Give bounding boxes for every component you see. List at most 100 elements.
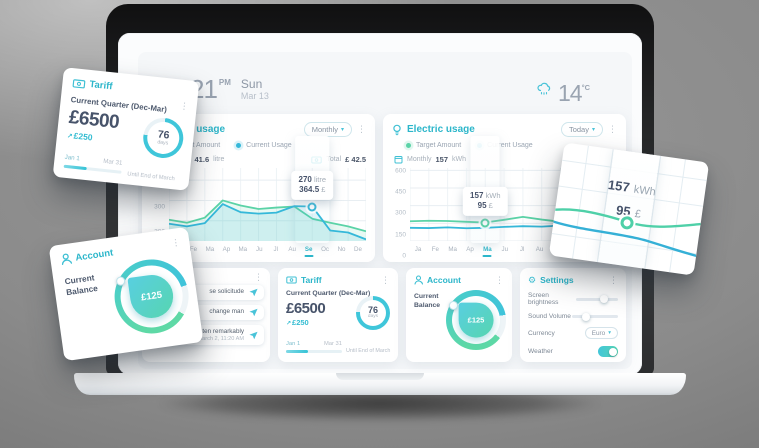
tariff-footnote: Until End of March: [346, 348, 391, 355]
legend-target: Target Amount: [175, 142, 221, 149]
electric-menu-button[interactable]: ⋮: [608, 124, 617, 134]
water-monthly-unit: litre: [213, 156, 225, 163]
send-arrow-icon: [249, 331, 258, 340]
month-label[interactable]: Jl: [273, 246, 278, 253]
lightbulb-icon: [392, 124, 402, 136]
electric-tooltip: 157 kWh 95 £: [463, 186, 508, 216]
month-label[interactable]: Ja: [414, 246, 422, 253]
floating-tariff-card: Tariff ⋮ Current Quarter (Dec-Mar) £6500…: [52, 67, 200, 191]
water-card-title: Water usage: [166, 124, 226, 135]
month-label[interactable]: No: [337, 246, 346, 253]
month-label[interactable]: Au: [288, 246, 296, 253]
water-drop-badge: £125: [458, 302, 494, 338]
brightness-slider[interactable]: [576, 295, 618, 303]
currency-select[interactable]: Euro ▾: [584, 327, 618, 339]
calendar-icon: [394, 155, 403, 164]
message-time: March 2, 11:20 AM: [197, 336, 244, 343]
y-tick-label: 600: [395, 167, 406, 175]
month-label[interactable]: Ma: [448, 246, 458, 253]
month-label[interactable]: Ju: [501, 246, 509, 253]
electric-y-axis: 600 450 300 150 0: [392, 167, 410, 259]
electric-data-marker[interactable]: [480, 218, 490, 227]
volume-slider[interactable]: [572, 312, 618, 321]
electric-monthly-label: Monthly: [407, 156, 432, 163]
y-tick-label: 300: [395, 209, 406, 217]
electric-card-title: Electric usage: [407, 124, 475, 135]
chevron-down-icon: ▾: [608, 330, 611, 336]
tariff-delta: ↗£250: [286, 318, 309, 327]
zoom-chart-lines: [553, 208, 701, 257]
month-label[interactable]: Fe: [189, 246, 198, 253]
water-menu-button[interactable]: ⋮: [357, 124, 366, 134]
slider-thumb[interactable]: [581, 312, 590, 321]
month-label[interactable]: Ap: [222, 246, 231, 253]
series-line: [169, 200, 366, 231]
tariff-title: Tariff: [301, 275, 322, 285]
current-legend-dot: [236, 143, 242, 148]
brightness-label: Screen brightness: [528, 292, 559, 306]
volume-label: Sound Volume: [528, 313, 571, 320]
y-tick-label: 450: [395, 188, 406, 196]
y-tick-label: 300: [154, 203, 165, 211]
banknote-icon: [72, 78, 86, 89]
month-label[interactable]: Fe: [431, 246, 439, 253]
water-chart: [169, 168, 366, 241]
target-legend-dot: [406, 143, 411, 148]
account-title: Account: [74, 246, 114, 264]
month-label[interactable]: Ma: [480, 246, 494, 253]
settings-menu-button[interactable]: ⋮: [609, 274, 618, 285]
send-arrow-icon: [249, 308, 258, 317]
tariff-menu-button[interactable]: ⋮: [381, 274, 390, 285]
account-menu-button[interactable]: ⋮: [170, 236, 181, 249]
messages-menu-button[interactable]: ⋮: [254, 272, 263, 282]
account-menu-button[interactable]: ⋮: [495, 274, 504, 285]
month-label[interactable]: Se: [302, 246, 316, 253]
water-drop-badge: £125: [127, 272, 176, 321]
month-label[interactable]: Jl: [519, 246, 525, 253]
quarter-progress: [63, 164, 122, 174]
balance-label: Current Balance: [63, 272, 99, 298]
gauge-knob: [115, 276, 126, 287]
month-label[interactable]: Ma: [238, 246, 248, 253]
send-arrow-icon: [249, 288, 258, 297]
balance-value: £125: [467, 315, 485, 325]
water-period-select[interactable]: Monthly ▾: [303, 122, 352, 137]
trend-up-icon: ↗: [286, 321, 292, 327]
weather-unit: °C: [581, 83, 591, 92]
balance-value: £125: [140, 289, 163, 304]
series-area: [169, 200, 366, 241]
water-monthly-value: 41.6: [194, 155, 210, 164]
slider-thumb[interactable]: [599, 295, 608, 303]
laptop-base: [74, 373, 686, 395]
account-card: Account ⋮ Current Balance £125: [406, 268, 512, 362]
clock-date: Mar 13: [240, 91, 269, 101]
month-label[interactable]: Ju: [255, 246, 263, 253]
floating-chart-zoom-card: 157 kWh 95 £: [548, 142, 710, 276]
clock-day: Sun: [240, 77, 263, 91]
electric-period-select[interactable]: Today ▾: [560, 122, 603, 137]
cloud-rain-icon: [536, 82, 553, 96]
water-data-marker[interactable]: [307, 202, 317, 212]
legend-target: Target Amount: [416, 142, 462, 149]
month-label[interactable]: Ap: [466, 246, 474, 253]
month-label[interactable]: Oc: [321, 246, 330, 253]
tariff-card: Tariff ⋮ Current Quarter (Dec-Mar) £6500…: [278, 268, 398, 362]
electric-monthly-unit: kWh: [452, 156, 467, 163]
account-title: Account: [427, 275, 461, 285]
tariff-footnote: Until End of March: [126, 171, 176, 183]
water-total-value: £ 42.5: [345, 155, 366, 164]
balance-gauge: £125: [109, 254, 194, 339]
weather-widget: 14 °C: [536, 82, 590, 105]
currency-label: Currency: [528, 329, 555, 337]
water-x-axis: JaFeMaApMaJuJlAuSeOcNoDe: [169, 243, 366, 256]
weather-toggle[interactable]: [598, 346, 618, 357]
month-label[interactable]: Ma: [205, 246, 215, 253]
month-label[interactable]: De: [354, 246, 362, 253]
weather-temp: 14: [558, 80, 583, 106]
days-remaining-ring: 76 days: [356, 296, 390, 330]
month-label[interactable]: Au: [535, 246, 544, 253]
clock-meridiem: PM: [218, 78, 231, 87]
tariff-period: Current Quarter (Dec-Mar): [286, 290, 371, 297]
tariff-menu-button[interactable]: ⋮: [179, 100, 190, 112]
